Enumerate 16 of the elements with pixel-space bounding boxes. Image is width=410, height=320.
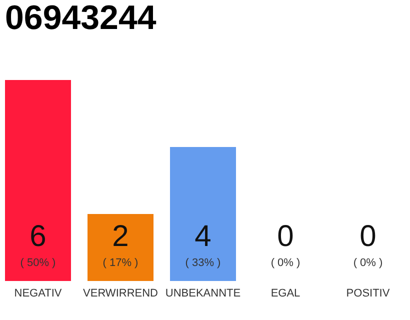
data-label: 6 (30, 220, 46, 253)
x-tick-label: POSITIV (346, 288, 390, 300)
annotation: ( 0% ) (270, 257, 300, 269)
annotation: ( 0% ) (353, 257, 383, 269)
x-tick-label: EGAL (270, 288, 300, 300)
data-label: 0 (277, 220, 294, 253)
annotation: ( 17% ) (102, 257, 138, 269)
data-label: 4 (194, 220, 212, 253)
chart-title: 06943244 (5, 0, 156, 37)
x-tick-label: NEGATIV (14, 288, 62, 300)
data-label: 0 (360, 220, 376, 253)
x-tick-label: VERWIRREND (83, 288, 158, 300)
annotation: ( 33% ) (185, 257, 221, 269)
data-label: 2 (112, 220, 129, 253)
annotation: ( 50% ) (20, 257, 56, 269)
x-tick-label: UNBEKANNTE (165, 288, 241, 300)
